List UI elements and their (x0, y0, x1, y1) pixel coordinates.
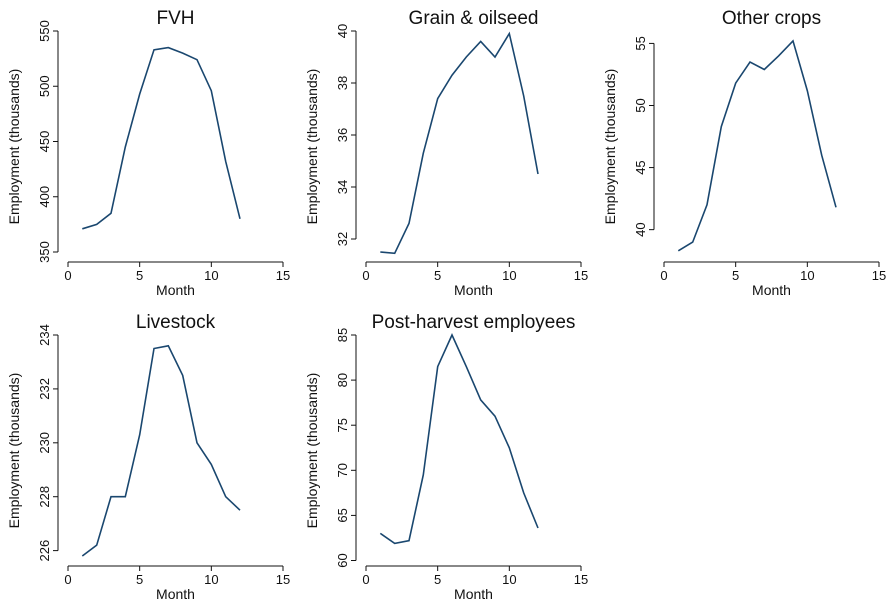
y-tick-label: 400 (37, 186, 52, 208)
y-tick-label: 65 (335, 508, 350, 522)
panel-post-harvest: Post-harvest employees 60 65 70 75 80 85 0 5 10 15… (298, 304, 596, 604)
chart-title: Livestock (136, 312, 216, 333)
y-tick-label: 70 (335, 463, 350, 477)
y-tick-label: 38 (335, 76, 350, 90)
chart-title: FVH (157, 8, 195, 29)
y-tick-label: 32 (335, 232, 350, 246)
x-tick-label: 0 (362, 268, 369, 283)
chart-other-crops: Other crops 40 45 50 55 0 5 10 15 Month Employment… (596, 0, 894, 300)
x-tick-label: 0 (660, 268, 667, 283)
x-tick-label: 10 (502, 268, 516, 283)
y-tick-label: 550 (37, 20, 52, 42)
x-tick-label: 5 (434, 572, 441, 587)
series-line (380, 34, 538, 254)
y-axis-label: Employment (thousands) (602, 69, 618, 225)
x-tick-label: 0 (64, 268, 71, 283)
chart-livestock: Livestock 226 228 230 232 234 0 5 10 15 Month Emplo… (0, 304, 298, 604)
y-tick-label: 350 (37, 241, 52, 263)
series-line (678, 41, 836, 251)
y-tick-label: 228 (37, 486, 52, 508)
y-tick-label: 80 (335, 373, 350, 387)
chart-fvh: FVH 350 400 450 500 550 0 5 10 15 Month Employment … (0, 0, 298, 300)
x-tick-label: 10 (204, 572, 218, 587)
y-tick-label: 40 (633, 222, 648, 236)
y-tick-label: 450 (37, 131, 52, 153)
y-tick-label: 230 (37, 432, 52, 454)
y-axis-label: Employment (thousands) (6, 373, 22, 529)
y-tick-label: 55 (633, 36, 648, 50)
chart-post-harvest: Post-harvest employees 60 65 70 75 80 85 0 5 10 15… (298, 304, 596, 604)
panel-other-crops: Other crops 40 45 50 55 0 5 10 15 Month Employment… (596, 0, 894, 300)
x-tick-label: 0 (362, 572, 369, 587)
y-tick-label: 45 (633, 160, 648, 174)
chart-title: Other crops (722, 8, 821, 29)
x-tick-label: 0 (64, 572, 71, 587)
x-tick-label: 15 (574, 572, 588, 587)
y-tick-label: 85 (335, 328, 350, 342)
y-tick-label: 226 (37, 540, 52, 562)
y-tick-label: 34 (335, 180, 350, 194)
chart-grain-oilseed: Grain & oilseed 32 34 36 38 40 0 5 10 15 Month Empl… (298, 0, 596, 300)
y-axis-label: Employment (thousands) (6, 69, 22, 225)
y-tick-label: 60 (335, 553, 350, 567)
x-axis-label: Month (156, 586, 195, 602)
panel-livestock: Livestock 226 228 230 232 234 0 5 10 15 Month Emplo… (0, 304, 298, 604)
x-tick-label: 15 (276, 572, 290, 587)
series-line (380, 335, 538, 543)
y-axis-label: Employment (thousands) (304, 373, 320, 529)
x-axis-label: Month (454, 586, 493, 602)
chart-title: Post-harvest employees (372, 312, 576, 333)
x-tick-label: 5 (732, 268, 739, 283)
y-tick-label: 36 (335, 128, 350, 142)
x-tick-label: 15 (276, 268, 290, 283)
chart-title: Grain & oilseed (409, 8, 539, 29)
x-tick-label: 10 (800, 268, 814, 283)
x-axis-label: Month (156, 282, 195, 298)
x-tick-label: 5 (434, 268, 441, 283)
panel-fvh: FVH 350 400 450 500 550 0 5 10 15 Month Employment … (0, 0, 298, 300)
series-line (82, 48, 240, 229)
x-tick-label: 10 (204, 268, 218, 283)
y-axis-label: Employment (thousands) (304, 69, 320, 225)
x-axis-label: Month (454, 282, 493, 298)
x-tick-label: 5 (136, 572, 143, 587)
x-axis-label: Month (752, 282, 791, 298)
y-tick-label: 500 (37, 75, 52, 97)
x-tick-label: 5 (136, 268, 143, 283)
x-tick-label: 10 (502, 572, 516, 587)
panel-grain-oilseed: Grain & oilseed 32 34 36 38 40 0 5 10 15 Month Empl… (298, 0, 596, 300)
y-tick-label: 50 (633, 98, 648, 112)
y-tick-label: 40 (335, 24, 350, 38)
y-tick-label: 75 (335, 418, 350, 432)
x-tick-label: 15 (872, 268, 886, 283)
y-tick-label: 234 (37, 324, 52, 346)
y-tick-label: 232 (37, 378, 52, 400)
series-line (82, 346, 240, 556)
x-tick-label: 15 (574, 268, 588, 283)
